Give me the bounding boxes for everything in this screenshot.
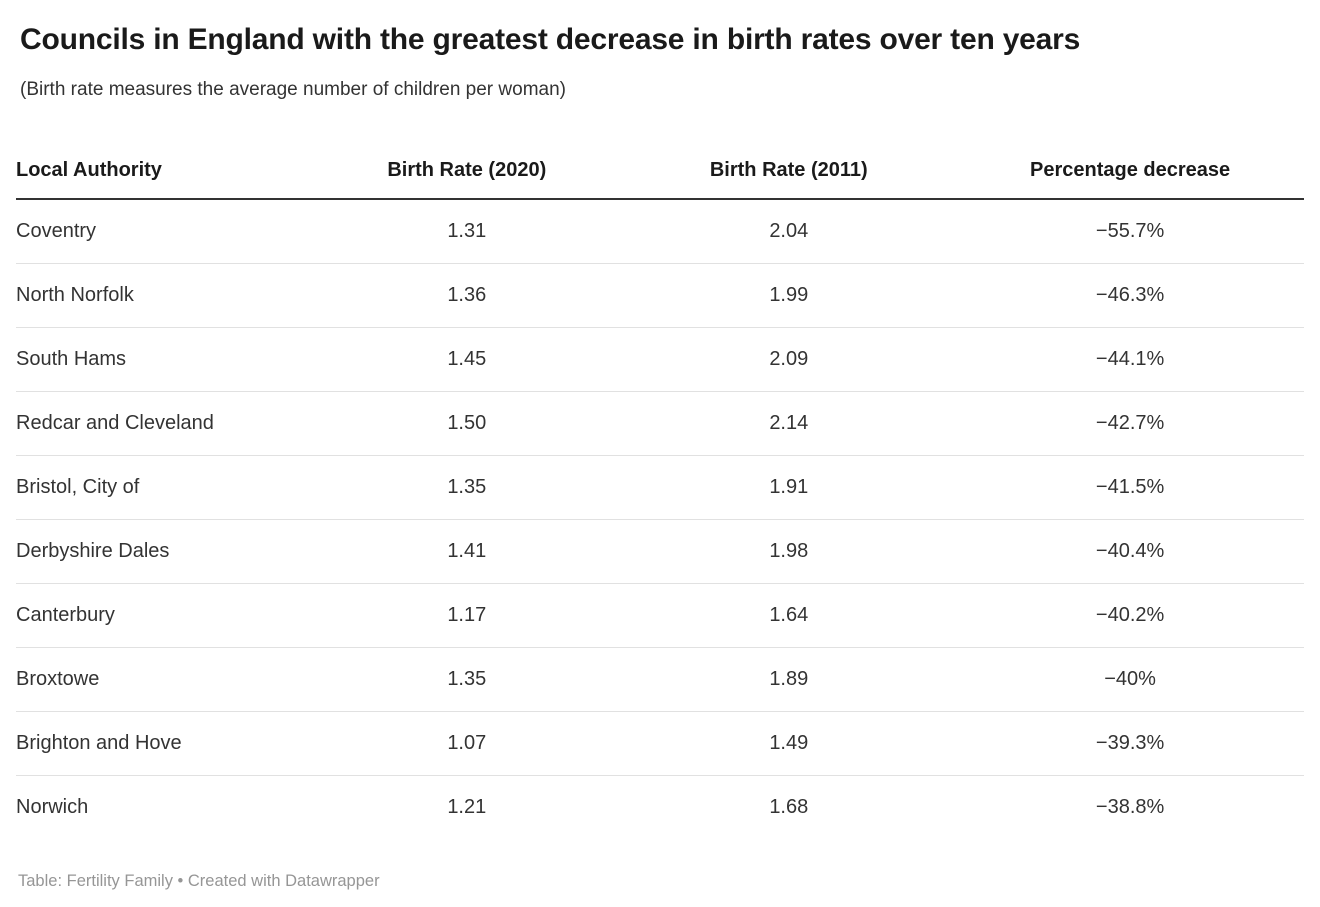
cell-local-authority: Derbyshire Dales (16, 519, 313, 584)
cell-percentage-decrease: −42.7% (956, 391, 1304, 456)
cell-birth-rate-2011: 1.64 (621, 583, 957, 648)
column-header-birth-rate-2011: Birth Rate (2011) (621, 142, 957, 200)
cell-local-authority: South Hams (16, 327, 313, 392)
cell-birth-rate-2011: 2.14 (621, 391, 957, 456)
cell-percentage-decrease: −39.3% (956, 711, 1304, 776)
cell-local-authority: Bristol, City of (16, 455, 313, 520)
table-row: Redcar and Cleveland 1.50 2.14 −42.7% (16, 391, 1304, 456)
cell-percentage-decrease: −41.5% (956, 455, 1304, 520)
cell-birth-rate-2020: 1.07 (312, 711, 622, 776)
cell-birth-rate-2020: 1.45 (312, 327, 622, 392)
table-row: North Norfolk 1.36 1.99 −46.3% (16, 263, 1304, 328)
cell-birth-rate-2020: 1.31 (312, 199, 622, 264)
cell-local-authority: Brighton and Hove (16, 711, 313, 776)
birth-rate-table: Local Authority Birth Rate (2020) Birth … (16, 142, 1304, 839)
cell-birth-rate-2020: 1.50 (312, 391, 622, 456)
cell-birth-rate-2011: 1.91 (621, 455, 957, 520)
cell-percentage-decrease: −40.4% (956, 519, 1304, 584)
cell-birth-rate-2020: 1.35 (312, 647, 622, 712)
column-header-birth-rate-2020: Birth Rate (2020) (312, 142, 622, 200)
cell-birth-rate-2020: 1.35 (312, 455, 622, 520)
cell-birth-rate-2020: 1.21 (447, 796, 487, 818)
table-row: South Hams 1.45 2.09 −44.1% (16, 327, 1304, 392)
cell-birth-rate-2011: 2.09 (621, 327, 957, 392)
table-row: Derbyshire Dales 1.41 1.98 −40.4% (16, 519, 1304, 584)
column-header-local-authority: Local Authority (16, 142, 313, 200)
table-row: Coventry 1.31 2.04 −55.7% (16, 199, 1304, 264)
cell-birth-rate-2011: 2.04 (621, 199, 957, 264)
cell-birth-rate-2020: 1.36 (312, 263, 622, 328)
table-row: Bristol, City of 1.35 1.91 −41.5% (16, 455, 1304, 520)
cell-percentage-decrease: −44.1% (956, 327, 1304, 392)
column-header-percentage-decrease: Percentage decrease (956, 142, 1304, 200)
page-title: Councils in England with the greatest de… (20, 23, 1081, 56)
cell-birth-rate-2011: 1.49 (621, 711, 957, 776)
table-row: Broxtowe 1.35 1.89 −40% (16, 647, 1304, 712)
cell-percentage-decrease: −40% (956, 647, 1304, 712)
cell-birth-rate-2020: 1.17 (312, 583, 622, 648)
page-subtitle: (Birth rate measures the average number … (20, 79, 566, 100)
cell-local-authority: North Norfolk (16, 263, 313, 328)
cell-percentage-decrease: −38.8% (1095, 796, 1165, 818)
cell-local-authority: Norwich (16, 796, 89, 818)
table-footer-attribution: Table: Fertility Family • Created with D… (18, 872, 380, 890)
table-header-row: Local Authority Birth Rate (2020) Birth … (16, 142, 1304, 200)
cell-local-authority: Canterbury (16, 583, 313, 648)
cell-percentage-decrease: −40.2% (956, 583, 1304, 648)
cell-local-authority: Coventry (16, 199, 313, 264)
table-body: Coventry 1.31 2.04 −55.7% North Norfolk 1.36 1… (16, 199, 1304, 839)
cell-birth-rate-2020: 1.41 (312, 519, 622, 584)
cell-local-authority: Redcar and Cleveland (16, 391, 313, 456)
cell-birth-rate-2011: 1.68 (769, 796, 809, 818)
table-row: Norwich 1.21 1.68 −38.8% (16, 776, 1304, 840)
cell-birth-rate-2011: 1.89 (621, 647, 957, 712)
table-row: Canterbury 1.17 1.64 −40.2% (16, 583, 1304, 648)
cell-percentage-decrease: −46.3% (956, 263, 1304, 328)
cell-birth-rate-2011: 1.98 (621, 519, 957, 584)
cell-local-authority: Broxtowe (16, 647, 313, 712)
cell-percentage-decrease: −55.7% (956, 199, 1304, 264)
table-row: Brighton and Hove 1.07 1.49 −39.3% (16, 711, 1304, 776)
cell-birth-rate-2011: 1.99 (621, 263, 957, 328)
